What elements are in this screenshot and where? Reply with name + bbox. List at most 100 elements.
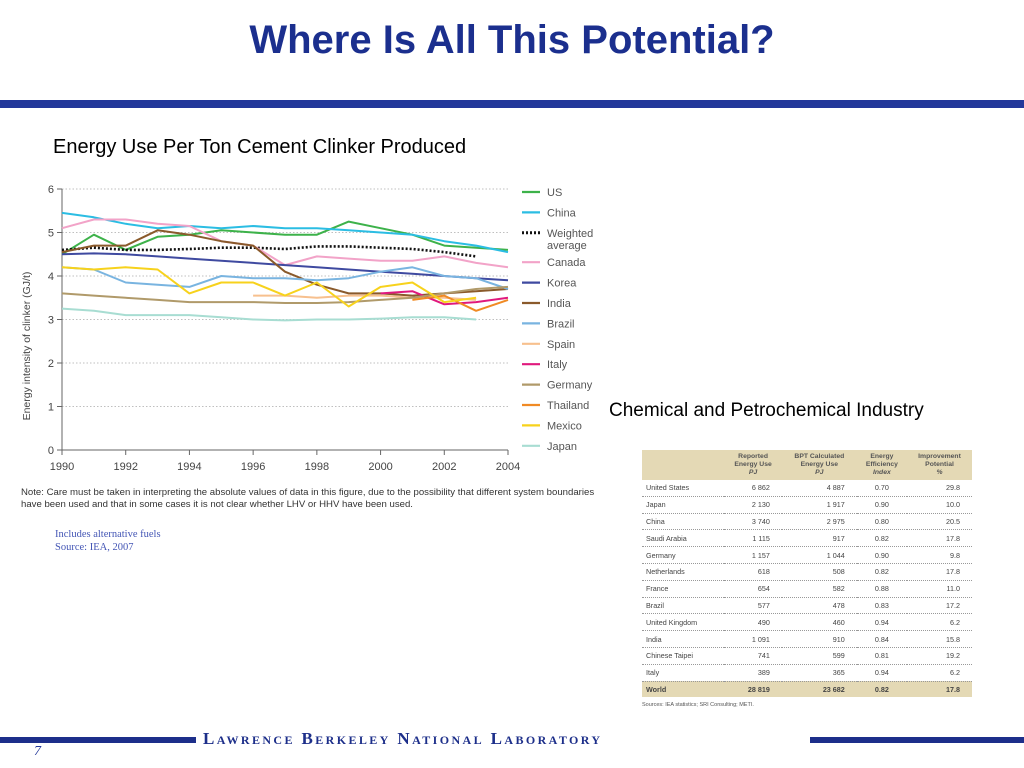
x-tick-label: 1994 bbox=[177, 461, 201, 473]
table-row: China 3 740 2 975 0.80 20.5 bbox=[642, 513, 972, 531]
legend-label-thailand: Thailand bbox=[547, 400, 589, 412]
country-cell: China bbox=[642, 513, 725, 531]
value-cell: 490 bbox=[724, 613, 782, 632]
series-line-italy bbox=[380, 290, 509, 306]
value-cell: 741 bbox=[724, 647, 782, 665]
series-line-us bbox=[61, 220, 509, 256]
value-cell: 0.82 bbox=[856, 681, 908, 698]
value-cell: 577 bbox=[724, 597, 782, 615]
country-cell: Brazil bbox=[642, 597, 725, 615]
x-tick-label: 2004 bbox=[496, 461, 520, 473]
table-header-l2: Energy Use bbox=[800, 461, 839, 468]
table-row: India 1 091 910 0.84 15.8 bbox=[642, 630, 972, 648]
value-cell: 28 819 bbox=[724, 681, 782, 698]
value-cell: 19.2 bbox=[907, 647, 972, 665]
x-tick-label: 2002 bbox=[432, 461, 456, 473]
country-cell: United Kingdom bbox=[642, 613, 725, 632]
value-cell: 1 091 bbox=[724, 630, 782, 648]
value-cell: 0.82 bbox=[856, 563, 908, 581]
value-cell: 0.70 bbox=[856, 480, 908, 497]
y-tick-label: 5 bbox=[48, 228, 54, 240]
table-header-l2: Potential bbox=[925, 461, 954, 468]
table-header-cell: BPT Calculated Energy Use PJ bbox=[781, 450, 857, 480]
value-cell: 365 bbox=[781, 664, 857, 682]
chart-heading: Energy Use Per Ton Cement Clinker Produc… bbox=[53, 136, 467, 158]
value-cell: 917 bbox=[781, 529, 857, 548]
legend-label-weighted-average: Weighted average bbox=[547, 228, 593, 252]
value-cell: 1 917 bbox=[781, 496, 857, 514]
x-tick-label: 1998 bbox=[305, 461, 329, 473]
series-line-weighted-average bbox=[61, 245, 477, 258]
series-line-japan bbox=[61, 307, 477, 322]
table-header-l1: Reported bbox=[738, 453, 768, 460]
value-cell: 0.80 bbox=[856, 513, 908, 531]
country-cell: India bbox=[642, 630, 725, 648]
table-row: United Kingdom 490 460 0.94 6.2 bbox=[642, 613, 972, 632]
value-cell: 29.8 bbox=[907, 480, 972, 497]
value-cell: 599 bbox=[781, 647, 857, 665]
legend-label-brazil: Brazil bbox=[547, 318, 575, 330]
table-header-cell: Energy Efficiency Index bbox=[856, 450, 908, 480]
country-cell: Germany bbox=[642, 546, 725, 564]
value-cell: 9.8 bbox=[907, 546, 972, 564]
value-cell: 1 044 bbox=[781, 546, 857, 564]
legend-label-germany: Germany bbox=[547, 380, 593, 392]
table-row: Saudi Arabia 1 115 917 0.82 17.8 bbox=[642, 529, 972, 548]
value-cell: 17.8 bbox=[907, 563, 972, 581]
footer-bar-left bbox=[0, 737, 196, 743]
axis-layer: 0 1 2 3 4 5 6 1990 1992 1994 1996 1998 2000 2002 2004 bbox=[48, 184, 520, 473]
value-cell: 654 bbox=[724, 580, 782, 598]
series-layer bbox=[61, 211, 509, 322]
table-header-l1: BPT Calculated bbox=[794, 453, 845, 460]
value-cell: 0.94 bbox=[856, 613, 908, 632]
value-cell: 20.5 bbox=[907, 513, 972, 531]
value-cell: 3 740 bbox=[724, 513, 782, 531]
table-header-l2: Efficiency bbox=[865, 461, 898, 468]
y-tick-label: 1 bbox=[48, 402, 54, 414]
table-header-unit: PJ bbox=[815, 469, 824, 476]
y-tick-label: 4 bbox=[48, 271, 54, 283]
value-cell: 389 bbox=[724, 664, 782, 682]
value-cell: 478 bbox=[781, 597, 857, 615]
value-cell: 2 975 bbox=[781, 513, 857, 531]
legend-label-india: India bbox=[547, 298, 572, 310]
value-cell: 0.81 bbox=[856, 647, 908, 665]
country-cell: Italy bbox=[642, 664, 725, 682]
table-header-unit: % bbox=[936, 469, 943, 476]
legend-label-mexico: Mexico bbox=[547, 420, 582, 432]
y-tick-label: 6 bbox=[48, 184, 54, 196]
table-header-cell: Reported Energy Use PJ bbox=[724, 450, 782, 480]
table-header-cell: Improvement Potential% bbox=[907, 450, 972, 480]
footnote: Includes alternative fuels Source: IEA, … bbox=[55, 528, 161, 554]
chemical-industry-heading: Chemical and Petrochemical Industry bbox=[609, 400, 924, 421]
country-cell: Chinese Taipei bbox=[642, 647, 725, 665]
legend-label-italy: Italy bbox=[547, 359, 568, 371]
value-cell: 17.2 bbox=[907, 597, 972, 615]
legend-label-japan: Japan bbox=[547, 441, 577, 453]
y-axis-label: Energy intensity of clinker (GJ/t) bbox=[21, 272, 33, 421]
value-cell: 0.83 bbox=[856, 597, 908, 615]
chart-legend: US China Weighted average Canada Korea India Br… bbox=[522, 187, 593, 453]
table-row: Germany 1 157 1 044 0.90 9.8 bbox=[642, 546, 972, 564]
table-row: Netherlands 618 508 0.82 17.8 bbox=[642, 563, 972, 581]
country-cell: Netherlands bbox=[642, 563, 725, 581]
value-cell: 10.0 bbox=[907, 496, 972, 514]
y-tick-label: 2 bbox=[48, 358, 54, 370]
series-line-korea bbox=[61, 252, 509, 282]
value-cell: 582 bbox=[781, 580, 857, 598]
value-cell: 910 bbox=[781, 630, 857, 648]
legend-label-spain: Spain bbox=[547, 339, 575, 351]
series-line-mexico bbox=[61, 266, 477, 308]
legend-label-us: US bbox=[547, 187, 562, 199]
value-cell: 508 bbox=[781, 563, 857, 581]
value-cell: 0.90 bbox=[856, 546, 908, 564]
value-cell: 17.8 bbox=[907, 529, 972, 548]
table-header-l1: Improvement bbox=[918, 453, 961, 460]
country-cell: Japan bbox=[642, 496, 725, 514]
value-cell: 0.84 bbox=[856, 630, 908, 648]
value-cell: 23 682 bbox=[781, 681, 857, 698]
value-cell: 6 862 bbox=[724, 480, 782, 497]
x-tick-label: 1992 bbox=[113, 461, 137, 473]
footnote-source: Source: IEA, 2007 bbox=[55, 542, 134, 553]
